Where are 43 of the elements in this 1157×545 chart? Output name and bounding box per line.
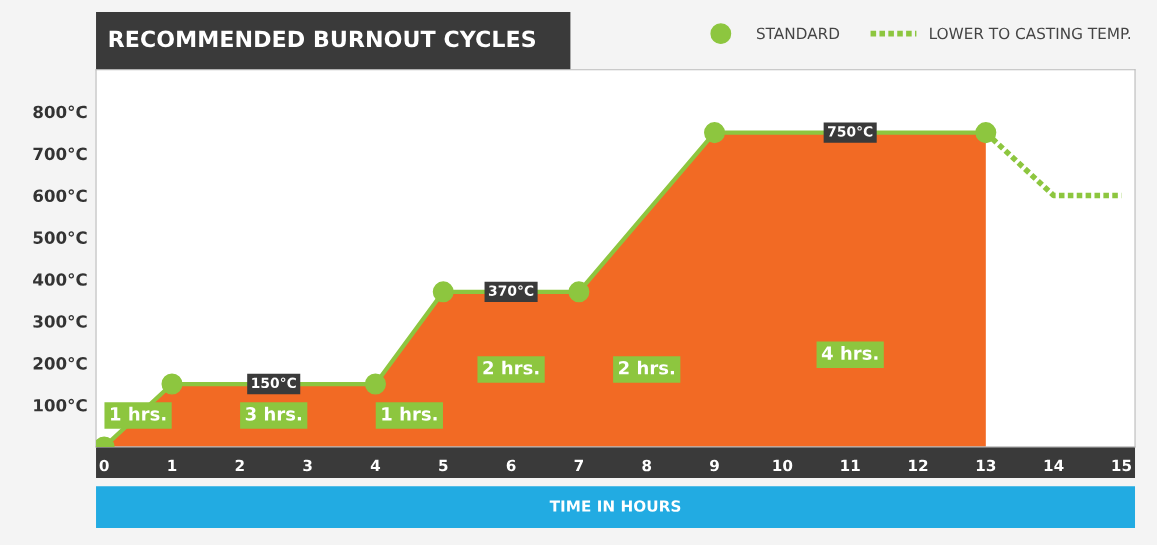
x-tick-label: 5 bbox=[439, 459, 448, 472]
y-tick-label: 300°C bbox=[33, 315, 87, 328]
x-tick-label: 4 bbox=[370, 459, 381, 472]
point bbox=[161, 373, 183, 395]
y-tick-label: 200°C bbox=[33, 356, 87, 370]
y-tick-label: 100°C bbox=[34, 398, 87, 412]
x-tick-label: 7 bbox=[574, 459, 583, 472]
x-tick-label: 13 bbox=[976, 459, 996, 472]
point bbox=[364, 373, 386, 395]
x-tick-label: 8 bbox=[642, 459, 652, 472]
annotation: 370°C bbox=[488, 285, 534, 296]
x-tick-label: 11 bbox=[841, 459, 860, 472]
x-tick-label: 14 bbox=[1044, 459, 1064, 472]
point bbox=[432, 281, 454, 303]
annotation: 750°C bbox=[828, 126, 873, 137]
y-tick-label: 400°C bbox=[33, 273, 87, 286]
x-tick-label: 15 bbox=[1112, 459, 1132, 472]
x-tick-label: 9 bbox=[710, 459, 719, 472]
point bbox=[568, 281, 590, 303]
y-tick-label: 700°C bbox=[33, 147, 87, 161]
legend-label: LOWER TO CASTING TEMP. bbox=[930, 27, 1131, 40]
y-tick-label: 600°C bbox=[33, 189, 87, 203]
annotation: 3 hrs. bbox=[245, 406, 301, 421]
chart-title: RECOMMENDED BURNOUT CYCLES bbox=[109, 30, 536, 48]
point bbox=[975, 122, 997, 144]
annotation: 150°C bbox=[252, 377, 296, 389]
annotation: 4 hrs. bbox=[821, 345, 878, 360]
x-tick-label: 12 bbox=[909, 459, 928, 472]
x-tick-label: 2 bbox=[235, 459, 244, 472]
x-tick-label: 6 bbox=[506, 459, 516, 472]
x-tick-label: 3 bbox=[303, 459, 312, 472]
point bbox=[704, 122, 726, 144]
x-tick-label: 0 bbox=[99, 459, 109, 472]
x-axis-title: TIME IN HOURS bbox=[549, 500, 681, 512]
y-tick-label: 800°C bbox=[33, 105, 87, 119]
annotation: 1 hrs. bbox=[111, 406, 166, 421]
legend-label: STANDARD bbox=[756, 27, 840, 40]
x-tick-label: 1 bbox=[168, 459, 177, 472]
y-tick-label: 500°C bbox=[33, 231, 87, 244]
annotation: 2 hrs. bbox=[619, 360, 674, 375]
annotation: 2 hrs. bbox=[483, 360, 539, 375]
x-tick-label: 10 bbox=[773, 459, 793, 472]
annotation: 1 hrs. bbox=[382, 406, 437, 421]
